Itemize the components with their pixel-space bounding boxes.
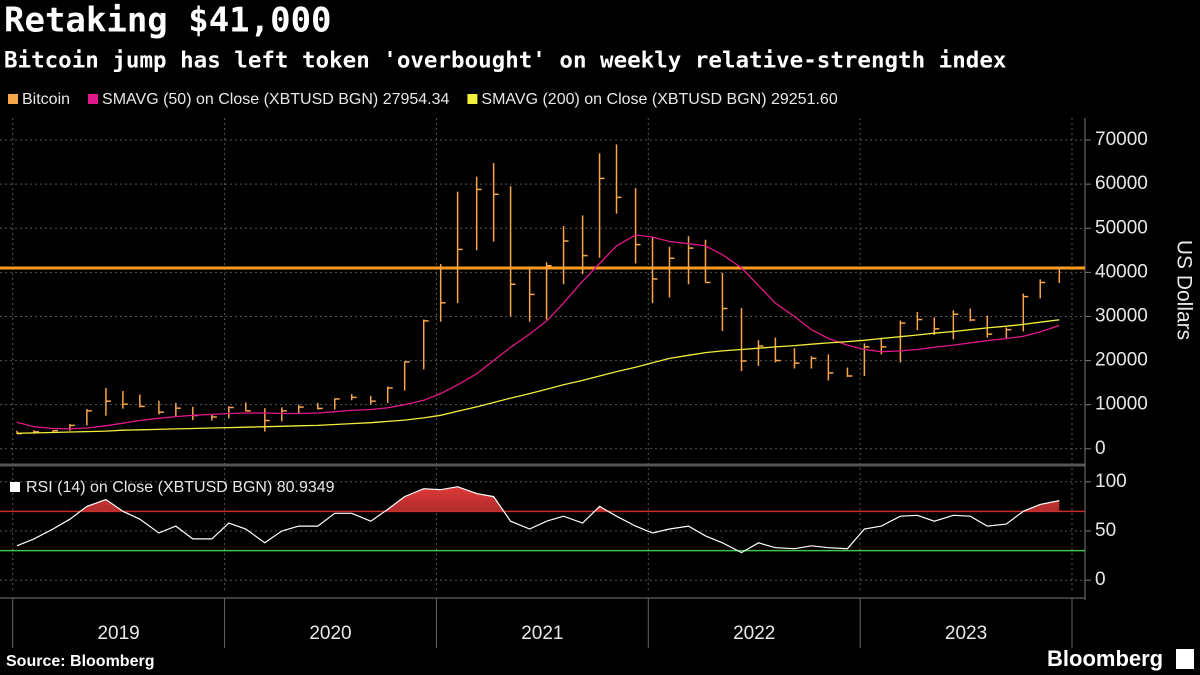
y-tick-label: 10000 <box>1095 394 1148 415</box>
y-tick-label: 30000 <box>1095 305 1148 326</box>
y-axis-label: US Dollars <box>1172 240 1195 340</box>
x-tick-label: 2020 <box>309 623 351 644</box>
brand: Bloomberg <box>1047 646 1163 671</box>
y-tick-label: 60000 <box>1095 173 1148 194</box>
x-tick-label: 2019 <box>97 623 139 644</box>
x-tick-label: 2022 <box>733 623 775 644</box>
rsi-legend-label: RSI (14) on Close (XBTUSD BGN) 80.9349 <box>26 479 335 496</box>
x-tick-label: 2023 <box>945 623 987 644</box>
legend-swatch <box>8 94 18 104</box>
source: Source: Bloomberg <box>6 653 154 670</box>
legend-swatch <box>467 94 478 104</box>
rsi-y-tick-label: 100 <box>1095 471 1127 492</box>
legend-swatch <box>10 482 20 492</box>
y-tick-label: 70000 <box>1095 129 1148 150</box>
legend-label: SMAVG (50) on Close (XBTUSD BGN) 27954.3… <box>102 91 449 108</box>
rsi-line <box>16 486 1060 554</box>
y-tick-label: 0 <box>1095 438 1106 459</box>
sma-line <box>16 234 1060 430</box>
rsi-y-tick-label: 0 <box>1095 569 1106 590</box>
y-tick-label: 20000 <box>1095 350 1148 371</box>
chart-subtitle: Bitcoin jump has left token 'overbought'… <box>4 48 1006 74</box>
x-tick-label: 2021 <box>521 623 563 644</box>
rsi-y-tick-label: 50 <box>1095 520 1116 541</box>
y-tick-label: 40000 <box>1095 261 1148 282</box>
chart-title: Retaking $41,000 <box>4 1 332 41</box>
brand-icon <box>1176 649 1194 669</box>
rsi-overbought-fill <box>80 486 1060 512</box>
legend-swatch <box>88 94 99 104</box>
sma-line <box>16 319 1060 434</box>
legend-label: Bitcoin <box>22 91 70 108</box>
legend-label: SMAVG (200) on Close (XBTUSD BGN) 29251.… <box>481 91 837 108</box>
y-tick-label: 50000 <box>1095 217 1148 238</box>
